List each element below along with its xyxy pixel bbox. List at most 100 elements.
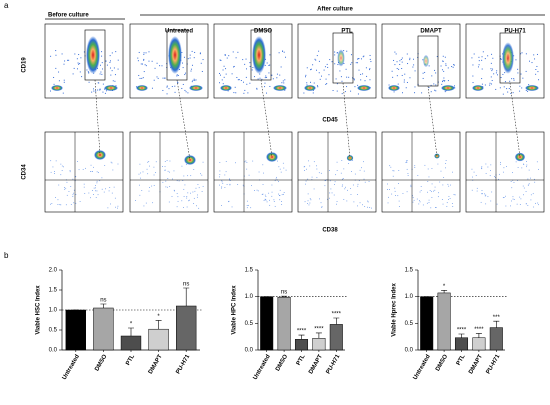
event-dot: [346, 76, 348, 78]
event-dot: [233, 66, 235, 68]
event-dot: [435, 207, 436, 208]
event-dot: [436, 56, 438, 58]
bar: [312, 338, 326, 351]
event-dot: [78, 169, 80, 171]
event-dot: [99, 88, 101, 90]
event-dot: [145, 52, 147, 54]
event-dot: [419, 201, 421, 203]
event-dot: [265, 199, 266, 200]
event-dot: [407, 63, 409, 65]
event-dot: [472, 82, 474, 84]
event-dot: [88, 192, 90, 194]
event-dot: [517, 72, 519, 74]
event-dot: [307, 193, 309, 195]
population: [502, 42, 514, 74]
event-dot: [222, 182, 224, 184]
event-dot: [245, 68, 247, 70]
event-dot: [528, 183, 530, 185]
event-dot: [226, 57, 228, 59]
event-dot: [164, 166, 166, 168]
event-dot: [177, 196, 179, 198]
event-dot: [339, 70, 341, 72]
event-dot: [102, 91, 104, 93]
event-dot: [235, 162, 236, 164]
event-dot: [229, 184, 231, 186]
event-dot: [503, 196, 505, 198]
event-dot: [246, 205, 248, 206]
event-dot: [57, 199, 59, 201]
event-dot: [224, 54, 226, 56]
x-tick-label: DMAPT: [468, 354, 484, 376]
event-dot: [176, 193, 178, 195]
event-dot: [351, 171, 352, 172]
event-dot: [135, 86, 137, 88]
gate-link: [176, 79, 191, 161]
event-dot: [336, 170, 338, 171]
event-dot: [143, 53, 145, 55]
event-dot: [390, 166, 392, 168]
event-dot: [109, 67, 111, 69]
event-dot: [77, 161, 78, 162]
event-dot: [186, 206, 188, 208]
event-dot: [435, 72, 437, 74]
event-dot: [324, 185, 326, 187]
error-bar: [458, 333, 465, 338]
event-dot: [491, 83, 493, 85]
event-dot: [454, 194, 456, 196]
event-dot: [281, 82, 283, 84]
event-dot: [100, 71, 102, 73]
event-dot: [221, 187, 222, 189]
event-dot: [482, 51, 484, 53]
event-dot: [431, 197, 433, 198]
event-dot: [318, 60, 320, 62]
event-dot: [164, 161, 166, 162]
event-dot: [139, 77, 141, 79]
event-dot: [200, 62, 202, 64]
event-dot: [165, 186, 167, 188]
event-dot: [156, 62, 158, 64]
event-dot: [507, 91, 509, 93]
event-dot: [184, 72, 186, 74]
y-tick-label: 0.0: [405, 348, 414, 354]
event-dot: [527, 178, 529, 180]
event-dot: [405, 160, 407, 162]
event-dot: [369, 68, 371, 70]
event-dot: [316, 177, 318, 179]
event-dot: [115, 206, 116, 208]
event-dot: [75, 193, 77, 195]
event-dot: [141, 77, 143, 79]
event-dot: [75, 176, 77, 177]
event-dot: [336, 83, 338, 85]
event-dot: [392, 175, 394, 177]
bar: [93, 307, 114, 351]
event-dot: [356, 194, 358, 195]
event-dot: [306, 168, 307, 170]
event-dot: [246, 207, 248, 209]
event-dot: [351, 62, 353, 64]
event-dot: [511, 200, 512, 202]
event-dot: [394, 64, 396, 66]
event-dot: [107, 207, 109, 209]
event-dot: [245, 58, 247, 60]
event-dot: [401, 57, 403, 59]
event-dot: [114, 74, 116, 76]
event-dot: [481, 193, 483, 195]
population: [434, 153, 440, 159]
event-dot: [101, 177, 103, 179]
significance-label: ***: [493, 315, 501, 321]
event-dot: [533, 206, 535, 208]
event-dot: [348, 163, 349, 165]
event-dot: [321, 206, 323, 208]
event-dot: [171, 196, 173, 197]
event-dot: [360, 58, 362, 60]
y-axis-label: Viable HSC Index: [36, 285, 42, 335]
event-dot: [67, 59, 69, 61]
event-dot: [50, 171, 52, 173]
event-dot: [164, 77, 166, 79]
event-dot: [237, 79, 239, 81]
event-dot: [199, 52, 201, 54]
event-dot: [91, 171, 93, 172]
event-dot: [481, 78, 483, 80]
event-dot: [229, 180, 231, 182]
